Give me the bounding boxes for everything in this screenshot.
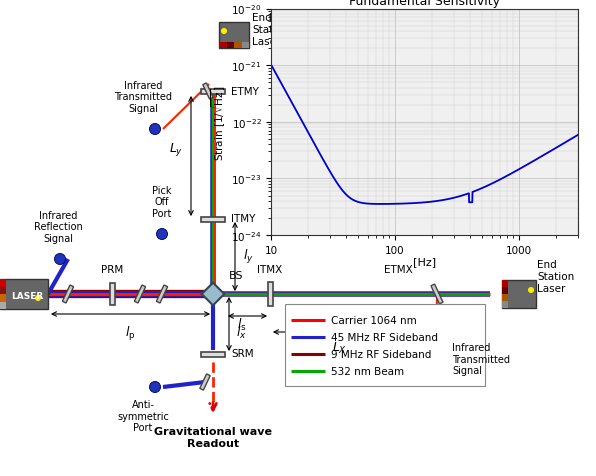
Text: BS: BS: [229, 270, 244, 280]
Text: Gravitational wave
Readout: Gravitational wave Readout: [154, 426, 272, 447]
Text: 45 MHz RF Sideband: 45 MHz RF Sideband: [331, 332, 438, 342]
Text: ETMX: ETMX: [384, 265, 412, 275]
Bar: [0, 279, 48, 309]
Bar: [110, 283, 114, 306]
Bar: [201, 217, 225, 222]
Bar: [226, 43, 234, 49]
Text: LASER: LASER: [11, 292, 43, 301]
Text: $L_X$: $L_X$: [333, 340, 347, 356]
Text: End
Station
Laser: End Station Laser: [537, 260, 575, 293]
Text: SRM: SRM: [231, 348, 254, 358]
Text: Infrared
Transmitted
Signal: Infrared Transmitted Signal: [114, 80, 172, 114]
Bar: [219, 43, 226, 49]
Bar: [234, 43, 241, 49]
Bar: [241, 43, 249, 49]
Bar: [502, 280, 536, 308]
Text: Infrared
Transmitted
Signal: Infrared Transmitted Signal: [452, 342, 510, 376]
Bar: [134, 286, 145, 303]
X-axis label: [Hz]: [Hz]: [413, 257, 436, 267]
Bar: [63, 286, 74, 303]
Circle shape: [430, 329, 442, 340]
Bar: [200, 374, 210, 390]
Circle shape: [150, 124, 160, 135]
Bar: [156, 286, 167, 303]
Bar: [0, 279, 6, 287]
Bar: [201, 89, 225, 94]
Bar: [502, 288, 508, 294]
Text: $L_y$: $L_y$: [169, 141, 183, 158]
Text: ITMY: ITMY: [231, 214, 255, 224]
Text: $l_\mathrm{p}$: $l_\mathrm{p}$: [125, 324, 136, 342]
Text: Anti-
symmetric
Port: Anti- symmetric Port: [117, 399, 169, 432]
Text: End
Station
Laser: End Station Laser: [252, 13, 289, 47]
Circle shape: [150, 382, 160, 393]
Bar: [431, 285, 443, 304]
Text: Infrared
Reflection
Signal: Infrared Reflection Signal: [33, 210, 82, 244]
Text: PRM: PRM: [101, 265, 123, 275]
Bar: [0, 287, 6, 294]
Circle shape: [35, 296, 41, 301]
Circle shape: [528, 288, 534, 293]
Text: Carrier 1064 nm: Carrier 1064 nm: [331, 315, 417, 325]
Bar: [219, 23, 249, 49]
Bar: [268, 282, 272, 307]
Bar: [502, 301, 508, 308]
FancyBboxPatch shape: [201, 283, 224, 306]
Text: $l_\mathrm{s}$: $l_\mathrm{s}$: [237, 316, 247, 332]
Text: $l_y$: $l_y$: [243, 248, 254, 266]
Bar: [502, 280, 508, 288]
Circle shape: [54, 254, 66, 265]
Y-axis label: Strain [1/$\sqrt{\mathrm{Hz}}$]: Strain [1/$\sqrt{\mathrm{Hz}}$]: [210, 85, 228, 160]
Circle shape: [221, 29, 227, 35]
Text: ETMY: ETMY: [231, 87, 259, 97]
Bar: [203, 84, 213, 100]
Bar: [0, 302, 6, 309]
Bar: [0, 294, 6, 302]
Text: $l_x$: $l_x$: [236, 324, 247, 340]
Text: ITMX: ITMX: [257, 265, 283, 275]
Text: 532 nm Beam: 532 nm Beam: [331, 366, 404, 376]
Text: 9 MHz RF Sideband: 9 MHz RF Sideband: [331, 349, 432, 359]
Bar: [502, 294, 508, 301]
Circle shape: [157, 229, 167, 240]
Bar: [285, 304, 485, 386]
Text: Pick
Off
Port: Pick Off Port: [152, 186, 172, 218]
Title: Fundamental Sensitivity: Fundamental Sensitivity: [349, 0, 500, 9]
Bar: [201, 352, 225, 357]
